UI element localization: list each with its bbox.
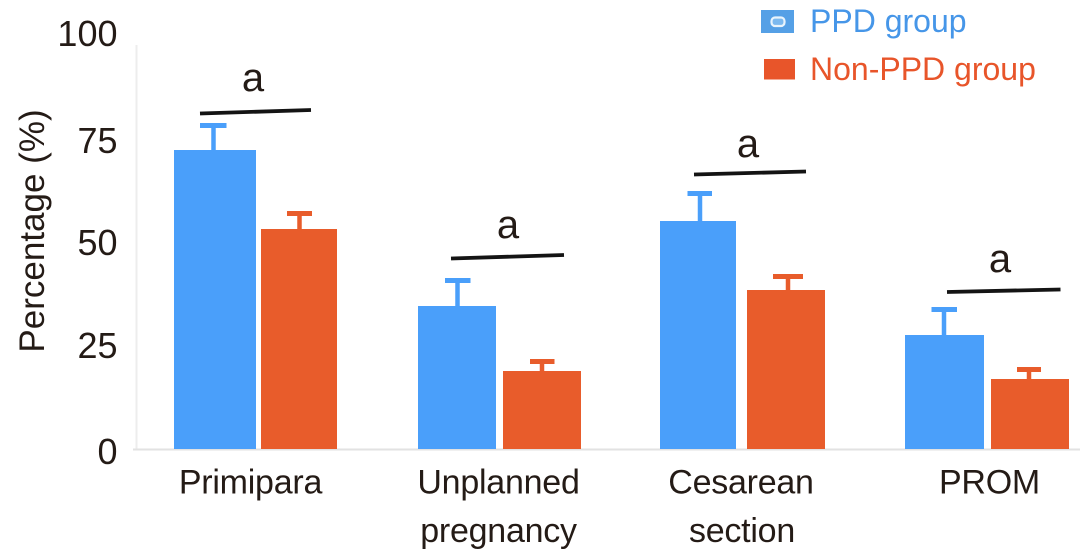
- svg-text:a: a: [989, 237, 1012, 281]
- svg-text:pregnancy: pregnancy: [420, 512, 577, 550]
- svg-text:75: 75: [77, 120, 117, 161]
- svg-text:a: a: [242, 56, 265, 100]
- svg-text:100: 100: [57, 13, 117, 54]
- svg-text:Non-PPD group: Non-PPD group: [810, 51, 1036, 87]
- svg-text:Cesarean: Cesarean: [668, 464, 813, 502]
- svg-text:50: 50: [77, 222, 117, 263]
- svg-text:0: 0: [97, 431, 117, 472]
- svg-text:Unplanned: Unplanned: [417, 464, 579, 502]
- svg-text:a: a: [497, 203, 520, 247]
- svg-text:PPD group: PPD group: [810, 3, 967, 39]
- svg-text:section: section: [689, 512, 795, 550]
- svg-text:PROM: PROM: [939, 464, 1040, 502]
- svg-text:Primipara: Primipara: [179, 464, 323, 502]
- svg-text:a: a: [737, 122, 760, 166]
- svg-text:Percentage (%): Percentage (%): [13, 109, 52, 352]
- svg-text:25: 25: [77, 325, 117, 366]
